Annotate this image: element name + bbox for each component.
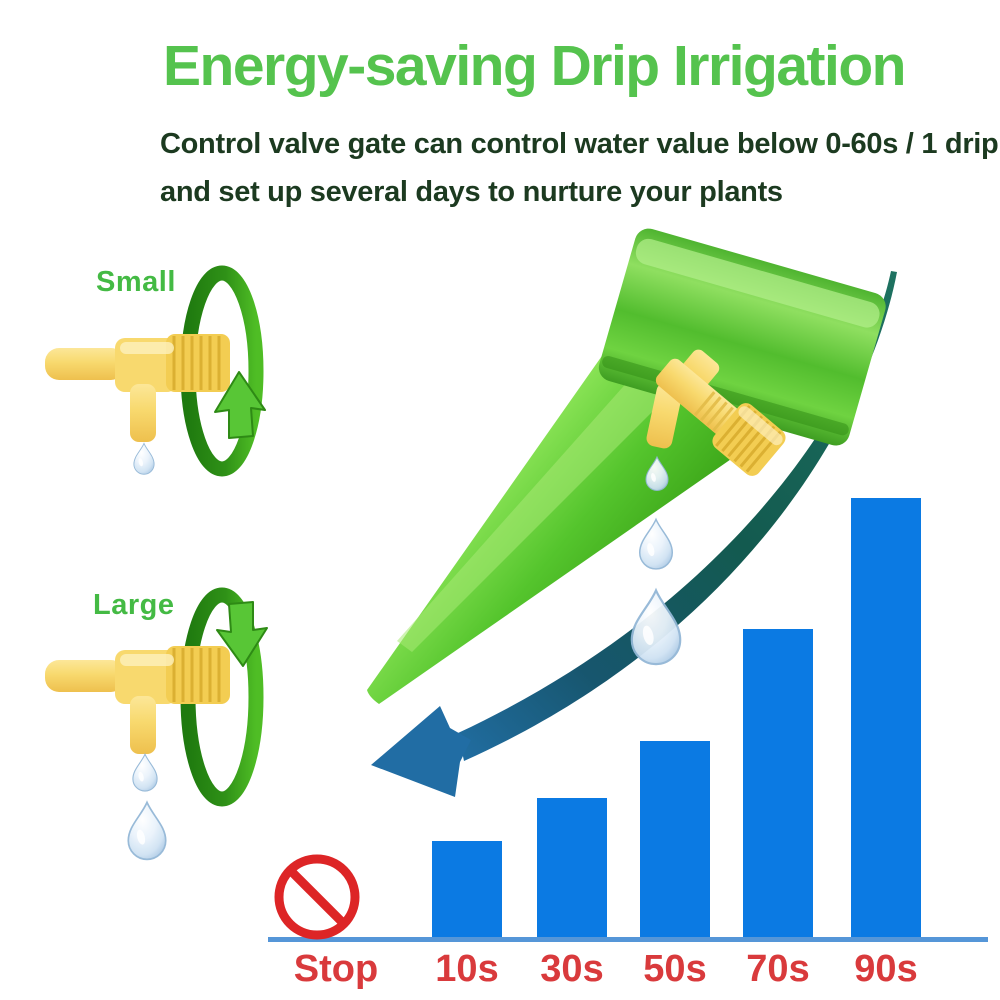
bar-10s	[432, 841, 502, 940]
small-valve	[45, 334, 230, 442]
spike-valve	[646, 349, 786, 476]
arrowhead-icon	[371, 706, 471, 797]
drip-spike-illustration	[367, 228, 886, 704]
water-drop-icon	[127, 801, 167, 861]
subtitle-line-1: Control valve gate can control water val…	[160, 128, 1000, 160]
bar-90s	[851, 498, 921, 940]
large-valve	[45, 646, 230, 754]
page-title: Energy-saving Drip Irrigation	[163, 34, 906, 98]
large-flow-label: Large	[93, 589, 175, 621]
curve-body	[458, 271, 897, 761]
subtitle: Control valve gate can control water val…	[160, 128, 1000, 224]
water-drop-icon	[133, 442, 155, 475]
large-valve-illustration	[45, 587, 268, 861]
chart-baseline	[268, 937, 988, 942]
cone-highlight	[397, 352, 686, 652]
flow-decrease-arrow	[371, 271, 897, 797]
small-valve-illustration	[45, 265, 266, 477]
stop-icon	[274, 854, 360, 940]
bar-70s	[743, 629, 813, 940]
subtitle-line-2: and set up several days to nurture your …	[160, 176, 783, 208]
rotate-up-arrow-icon	[214, 371, 266, 439]
water-drop-icon	[638, 518, 674, 570]
small-flow-label: Small	[96, 266, 176, 298]
bar-series	[432, 498, 921, 940]
water-drop-icon	[132, 753, 158, 792]
rotate-down-arrow-icon	[216, 601, 268, 667]
bar-30s	[537, 798, 607, 940]
bar-50s	[640, 741, 710, 940]
